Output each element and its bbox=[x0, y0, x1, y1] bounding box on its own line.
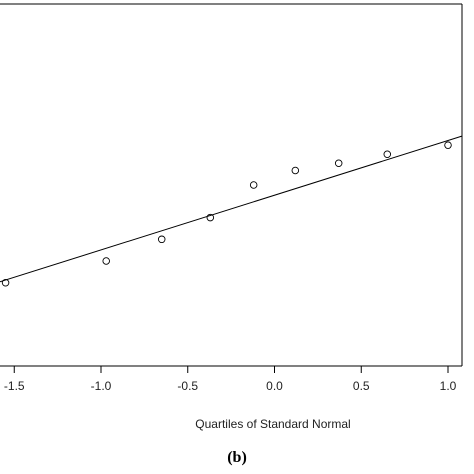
data-point bbox=[334, 159, 343, 168]
x-tick-label: -1.0 bbox=[91, 379, 112, 393]
x-tick-label: 0.0 bbox=[266, 379, 283, 393]
data-points bbox=[1, 141, 452, 287]
data-point bbox=[249, 181, 258, 189]
reference-line-layer bbox=[0, 135, 463, 283]
x-tick-label: 1.0 bbox=[440, 379, 457, 393]
reference-line bbox=[0, 135, 463, 283]
data-point bbox=[291, 166, 300, 175]
panel-label: (b) bbox=[227, 449, 247, 466]
x-tick-label: -0.5 bbox=[177, 379, 198, 393]
x-axis-ticks: -1.5 -1.0 -0.5 0.0 0.5 1.0 bbox=[4, 366, 457, 393]
data-point bbox=[1, 278, 10, 287]
data-point bbox=[102, 257, 110, 265]
plot-frame bbox=[0, 3, 463, 367]
data-point bbox=[444, 141, 452, 149]
data-point bbox=[157, 235, 166, 244]
data-point bbox=[383, 150, 392, 158]
x-tick-label: -1.5 bbox=[4, 379, 25, 393]
data-point bbox=[206, 213, 215, 222]
x-axis-title: Quartiles of Standard Normal bbox=[195, 417, 350, 431]
x-tick-label: 0.5 bbox=[353, 379, 370, 393]
